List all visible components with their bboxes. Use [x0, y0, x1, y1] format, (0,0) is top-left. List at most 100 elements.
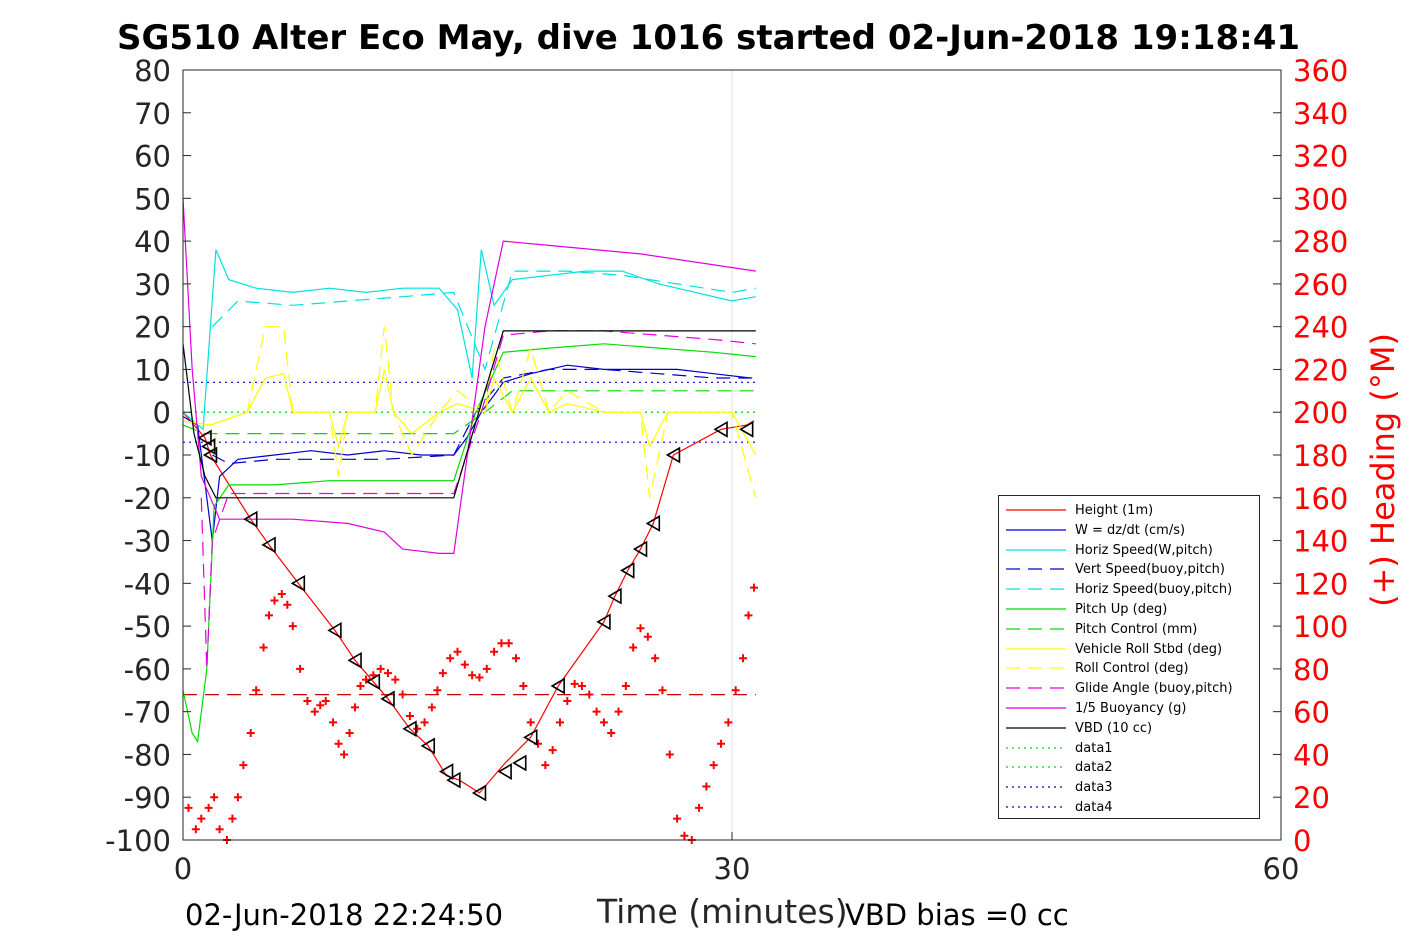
heading-point — [695, 803, 704, 812]
legend-label: VBD (10 cc) — [1075, 720, 1153, 736]
series-line-7 — [182, 390, 756, 435]
height-marker — [290, 574, 306, 592]
heading-point — [717, 739, 726, 748]
x-tick-label: 60 — [1263, 852, 1300, 886]
height-marker — [365, 673, 381, 691]
legend-entry: Glide Angle (buoy,pitch) — [999, 678, 1259, 698]
heading-point — [296, 664, 305, 673]
y-tick-label: 0 — [153, 396, 171, 430]
legend-swatch — [1006, 806, 1066, 808]
y2-tick-label: 240 — [1293, 311, 1348, 345]
heading-point — [592, 707, 601, 716]
y-tick-label: -60 — [124, 653, 171, 687]
legend-label: Roll Control (deg) — [1075, 661, 1189, 677]
heading-point — [460, 660, 469, 669]
heading-point — [599, 718, 608, 727]
legend-label: data1 — [1075, 740, 1113, 756]
height-marker — [620, 562, 635, 579]
series-line-9 — [182, 326, 757, 498]
y2-tick-label: 60 — [1293, 696, 1330, 730]
height-marker — [665, 446, 681, 464]
height-marker — [243, 510, 258, 528]
height-marker — [420, 737, 436, 755]
heading-point — [680, 831, 689, 840]
heading-point — [555, 718, 564, 727]
y2-tick-label: 300 — [1293, 182, 1348, 216]
reference-lines — [183, 381, 756, 696]
heading-point — [607, 729, 616, 738]
height-marker — [471, 784, 487, 802]
legend-entry: Height (1m) — [999, 500, 1259, 520]
heading-point — [228, 814, 237, 823]
heading-point — [427, 703, 436, 712]
y2-tick-label: 260 — [1293, 268, 1348, 302]
y-tick-label: -50 — [124, 610, 171, 644]
y-tick-label: 40 — [134, 225, 171, 259]
heading-point — [709, 761, 718, 770]
height-marker — [402, 720, 417, 738]
legend-label: Glide Angle (buoy,pitch) — [1075, 681, 1233, 697]
series-line-10 — [200, 330, 756, 669]
legend-swatch — [1006, 588, 1066, 590]
heading-point — [512, 654, 521, 663]
legend-entry: Horiz Speed(buoy,pitch) — [999, 579, 1259, 599]
heading-point — [482, 664, 491, 673]
right-axis-ticks: 0 20 40 60 80 100 120 140 160 180 200 220 240 260 280 3… — [1273, 54, 1348, 858]
heading-point — [329, 718, 338, 727]
heading-point — [283, 600, 292, 609]
legend-swatch — [1006, 608, 1066, 610]
legend-swatch — [1006, 548, 1066, 551]
heading-point — [526, 718, 535, 727]
x-axis-label: Time (minutes) — [597, 892, 848, 931]
height-marker — [645, 515, 661, 532]
legend-label: data3 — [1075, 780, 1113, 796]
legend-label: data4 — [1075, 800, 1113, 815]
heading-point — [665, 750, 674, 759]
legend-swatch — [1006, 628, 1066, 630]
heading-point — [420, 718, 429, 727]
legend: Height (1m) W = dz/dt (cm/s) Horiz Speed(W… — [998, 495, 1260, 819]
y-tick-label: 50 — [134, 182, 171, 216]
y-tick-label: 20 — [134, 311, 171, 345]
heading-point — [184, 803, 193, 812]
y2-tick-label: 160 — [1293, 482, 1348, 516]
heading-point — [334, 739, 343, 748]
heading-point — [548, 746, 557, 755]
legend-entry: Pitch Control (mm) — [999, 619, 1259, 639]
heading-point — [391, 675, 400, 684]
y2-tick-label: 180 — [1293, 439, 1348, 473]
height-marker — [446, 771, 461, 789]
y2-tick-label: 20 — [1293, 781, 1330, 815]
height-marker — [202, 446, 218, 464]
heading-point — [383, 669, 392, 678]
legend-entry: data2 — [999, 757, 1259, 777]
left-axis-ticks: -100-90-80-70-60-50-40-30-20-10010203040… — [105, 54, 191, 858]
heading-point — [345, 729, 354, 738]
legend-swatch — [1006, 529, 1066, 531]
legend-swatch — [1006, 667, 1066, 669]
chart-title: SG510 Alter Eco May, dive 1016 started 0… — [116, 18, 1301, 58]
heading-point — [405, 711, 414, 720]
heading-point — [453, 647, 462, 656]
heading-point — [252, 686, 261, 695]
y-tick-label: -20 — [124, 482, 171, 516]
legend-swatch — [1006, 509, 1066, 511]
heading-point — [541, 761, 550, 770]
heading-point — [658, 686, 667, 695]
heading-points — [184, 583, 758, 844]
heading-point — [340, 750, 349, 759]
heading-point — [246, 729, 255, 738]
legend-label: Horiz Speed(buoy,pitch) — [1075, 582, 1233, 598]
heading-point — [356, 682, 365, 690]
legend-swatch — [1006, 727, 1066, 729]
legend-label: Vert Speed(buoy,pitch) — [1075, 562, 1225, 578]
heading-point — [239, 761, 248, 770]
y-tick-label: 30 — [134, 268, 171, 302]
y-tick-label: -80 — [124, 738, 171, 772]
heading-point — [362, 675, 370, 684]
footer-date: 02-Jun-2018 22:24:50 — [185, 898, 504, 932]
y-tick-label: 70 — [134, 97, 171, 131]
x-axis-ticks: 0 30 60 — [174, 832, 1300, 886]
legend-entry: Horiz Speed(W,pitch) — [999, 540, 1259, 560]
y2-tick-label: 80 — [1293, 653, 1330, 687]
